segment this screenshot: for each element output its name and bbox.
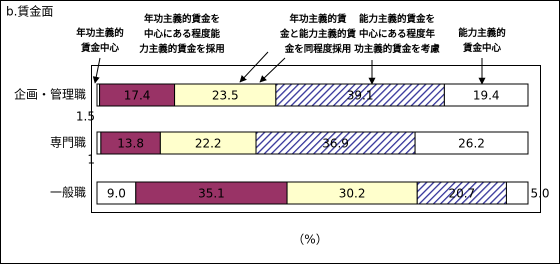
data-label: 30.2	[339, 187, 366, 201]
data-label: 23.5	[212, 89, 239, 103]
callout-arrow	[259, 57, 286, 83]
legend-label: 能力主義的賃金を中心にある程度年功主義的賃金を考慮	[354, 13, 440, 55]
chart-title: b.賃金面	[6, 4, 53, 19]
data-label: 9.0	[107, 187, 126, 201]
data-label: 35.1	[198, 187, 225, 201]
callout-arrow	[239, 51, 269, 83]
callout-arrow	[92, 57, 101, 84]
category-label: 企画・管理職	[14, 87, 86, 102]
data-label: 17.4	[124, 89, 151, 103]
data-label: 36.9	[322, 137, 349, 151]
data-label: 20.7	[448, 187, 475, 201]
bar-segment	[443, 83, 529, 107]
x-axis-label: （%）	[292, 233, 327, 247]
data-label: 13.8	[117, 137, 144, 151]
legend-label: 能力主義的賃金中心	[458, 27, 506, 54]
category-label: 一般職	[50, 185, 86, 200]
legend-label: 年功主義的賃金と能力主義的賃金を同程度採用	[279, 13, 357, 55]
legend-label: 年功主義的賃金中心	[76, 27, 124, 54]
category-label: 専門職	[50, 136, 86, 150]
bar-segment	[96, 131, 102, 155]
data-label: 39.1	[347, 89, 374, 103]
plot-frame	[91, 65, 541, 213]
data-label: 19.4	[473, 89, 500, 103]
bar-segment	[414, 131, 529, 155]
bar-segment	[505, 181, 529, 205]
data-label: 22.2	[195, 137, 222, 151]
y-tick-label: 1.5	[76, 110, 95, 124]
y-tick-label: 1	[87, 153, 95, 167]
data-label: 26.2	[458, 137, 485, 151]
data-label: 5.0	[530, 187, 549, 201]
legend-label: 年功主義的賃金を中心にある程度能力主義的賃金を採用	[139, 13, 225, 55]
